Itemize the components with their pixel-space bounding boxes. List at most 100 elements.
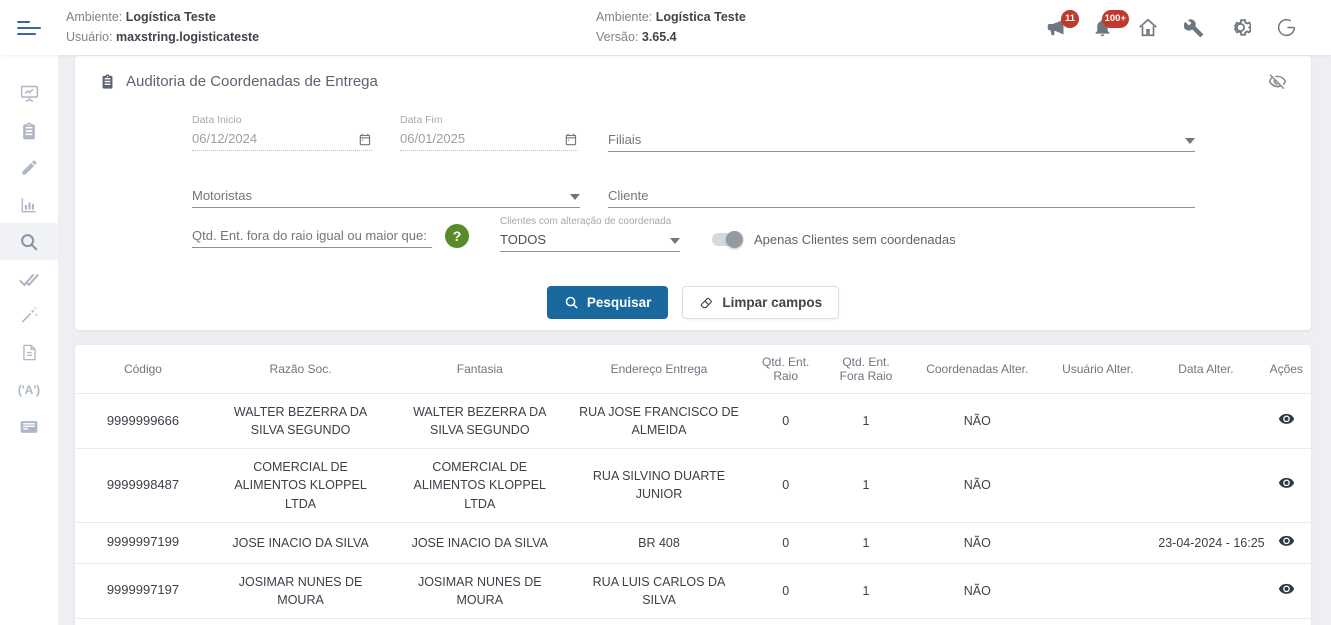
cell-acoes [1261,521,1311,564]
chevron-down-icon[interactable] [1185,137,1195,144]
limpar-campos-button[interactable]: Limpar campos [682,286,840,319]
cell-acoes [1261,448,1311,523]
column-header-fantasia: Fantasia [456,362,503,376]
cell-qtd_ent_fora_raio: 1 [822,562,910,619]
cell-usuario_alter [1045,392,1151,449]
table-header-row: Código Razão Soc. Fantasia Endereço Entrega… [75,345,1311,394]
megaphone-badge: 11 [1061,9,1079,28]
gear-icon[interactable] [1229,17,1251,39]
cell-coordenadas_alter: NÃO [909,521,1046,564]
left-sidebar: ('A') [0,55,58,625]
sidebar-item-pencil-icon[interactable] [0,149,58,186]
cell-qtd_ent_fora_raio: 1 [822,448,910,523]
help-question-icon[interactable]: ? [445,224,469,248]
chevron-down-icon[interactable] [570,193,580,200]
cell-data_alter [1150,562,1262,619]
cell-usuario_alter [1045,562,1151,619]
column-header-razao_soc: Razão Soc. [269,362,332,376]
power-exit-icon[interactable] [1275,17,1297,39]
cell-qtd_ent_fora_raio: 1 [822,617,910,625]
filiais-select[interactable] [608,130,1179,151]
megaphone-icon[interactable]: 11 [1045,9,1079,39]
cell-razao_soc: COMERCIAL DE ALIMENTOS KLOPPEL LTDA [210,448,391,523]
sidebar-item-card-list-icon[interactable] [0,408,58,445]
cell-endereco_entrega: RUA LUIS CARLOS DA SILVA [569,562,749,619]
sidebar-item-bar-chart-icon[interactable] [0,186,58,223]
menu-hamburger-icon[interactable] [0,20,58,35]
usuario-value: maxstring.logisticateste [116,29,260,44]
bell-icon[interactable]: 100+ [1091,9,1129,39]
cell-codigo: 9999997199 [75,521,211,564]
table-row: 9999999666 WALTER BEZERRA DA SILVA SEGUND… [75,392,1311,449]
data-fim-label: Data Fim [400,114,443,126]
column-header-data_alter: Data Alter. [1178,362,1234,376]
wrench-icon[interactable] [1183,17,1205,39]
cell-qtd_ent_raio: 0 [748,448,823,523]
cell-razao_soc: JOSE INACIO DA SILVA [210,521,391,564]
data-inicio-label: Data Inicio [192,114,242,126]
sem-coordenadas-switch[interactable] [712,231,743,248]
cell-endereco_entrega: RUA SILVINO DUARTE JUNIOR [569,448,749,523]
cell-codigo: 9999999666 [75,392,211,449]
sidebar-item-clipboard-icon[interactable] [0,112,58,149]
cell-usuario_alter [1045,521,1151,564]
cliente-input[interactable] [608,186,1195,207]
field-filiais [608,114,1195,152]
search-icon [565,296,578,309]
field-data-inicio: Data Inicio [192,114,372,151]
cell-data_alter [1150,617,1262,625]
column-header-qtd_ent_raio: Qtd. Ent. Raio [762,355,810,383]
field-motoristas [192,170,580,208]
cell-qtd_ent_raio: 0 [748,617,823,625]
motoristas-select[interactable] [192,186,564,207]
table-row: 9999998487 COMERCIAL DE ALIMENTOS KLOPPEL… [75,448,1311,523]
table-row: 9999997199 JOSE INACIO DA SILVA JOSE INACI… [75,521,1311,564]
column-header-codigo: Código [123,362,162,376]
sidebar-item-double-check-icon[interactable] [0,260,58,297]
calendar-icon[interactable] [564,132,578,147]
eraser-icon [701,297,713,309]
cell-acoes [1261,617,1311,625]
eye-view-icon[interactable] [1278,580,1295,597]
cell-razao_soc: WALTER BEZERRA DA SILVA SEGUNDO [210,392,391,449]
eye-view-icon[interactable] [1278,410,1295,427]
cell-coordenadas_alter: NÃO [909,562,1046,619]
cell-data_alter [1150,448,1262,523]
cell-coordenadas_alter: NÃO [909,392,1046,449]
cell-usuario_alter [1045,448,1151,523]
data-inicio-input[interactable] [192,129,359,150]
eye-view-icon[interactable] [1278,532,1295,549]
hide-filters-eye-off-icon[interactable] [1268,72,1287,96]
column-header-coordenadas_alter: Coordenadas Alter. [926,362,1029,376]
chevron-down-icon[interactable] [670,237,680,244]
column-header-acoes: Ações [1269,362,1303,376]
pesquisar-button[interactable]: Pesquisar [546,286,669,319]
cell-qtd_ent_raio: 0 [748,521,823,564]
qtd-ent-input[interactable] [192,226,432,247]
data-fim-input[interactable] [400,129,565,150]
toggle-label: Apenas Clientes sem coordenadas [754,232,956,247]
ambiente-label: Ambiente: [66,10,123,25]
cell-qtd_ent_fora_raio: 1 [822,392,910,449]
results-table-card: Código Razão Soc. Fantasia Endereço Entrega… [75,345,1311,625]
column-header-endereco_entrega: Endereço Entrega [610,362,708,376]
ambiente-label: Ambiente: [596,10,653,25]
home-icon[interactable] [1137,17,1159,39]
sidebar-item-magic-wand-icon[interactable] [0,297,58,334]
cell-fantasia: COMERCIAL DE ALIMENTOS KLOPPEL LTDA [390,448,570,523]
sidebar-item-search-icon[interactable] [0,223,58,260]
sidebar-item-broadcast-a-icon[interactable]: ('A') [17,382,41,397]
eye-view-icon[interactable] [1278,474,1295,491]
cell-endereco_entrega: RUA ERNESTO POMPILIO [569,617,749,625]
column-header-qtd_ent_fora_raio: Qtd. Ent. Fora Raio [839,355,893,383]
usuario-label: Usuário: [66,29,113,44]
field-alteracao-coordenada: Clientes com alteração de coordenada TOD… [500,216,680,252]
cell-coordenadas_alter: NÃO [909,448,1046,523]
cell-fantasia: JOSIMAR NUNES DE MOURA [390,562,570,619]
field-cliente [608,170,1195,208]
sidebar-item-document-icon[interactable] [0,334,58,371]
sidebar-item-presentation-chart-icon[interactable] [0,75,58,112]
versao-label: Versão: [596,29,639,44]
alteracao-select-value[interactable]: TODOS [500,232,546,247]
calendar-icon[interactable] [358,132,372,147]
